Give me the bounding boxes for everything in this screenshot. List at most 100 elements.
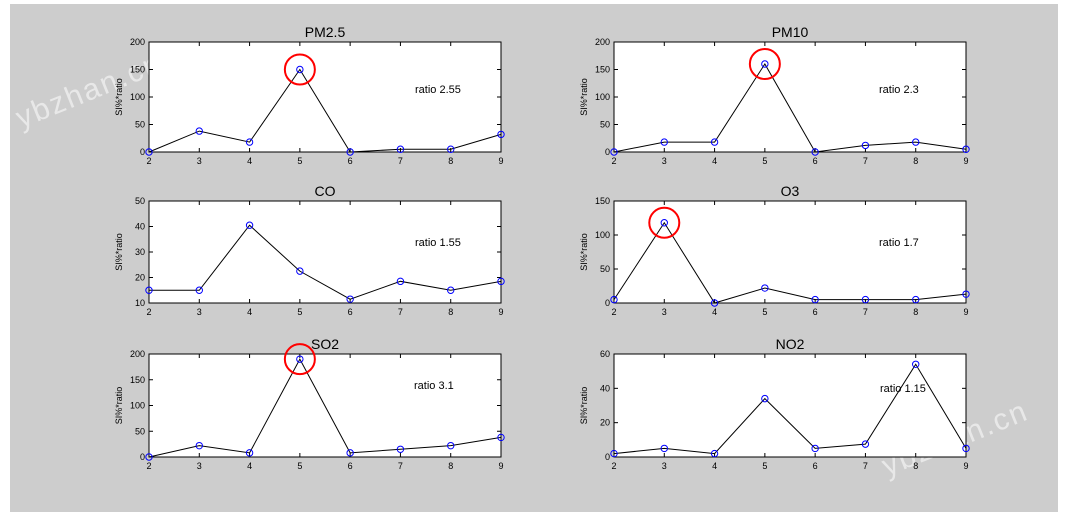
y-tick-label: 150 <box>130 375 145 385</box>
data-point <box>610 295 618 304</box>
data-point <box>962 444 970 453</box>
data-point <box>962 290 970 298</box>
x-tick-label: 7 <box>398 307 403 317</box>
data-point <box>447 286 455 294</box>
y-axis-label: SI%*ratio <box>114 233 124 271</box>
y-tick-label: 0 <box>605 147 610 157</box>
y-tick-label: 100 <box>130 92 145 102</box>
y-tick-label: 150 <box>595 196 610 206</box>
y-tick-label: 50 <box>600 264 610 274</box>
data-point <box>761 60 769 68</box>
x-tick-label: 8 <box>448 307 453 317</box>
data-point <box>245 221 254 229</box>
y-tick-label: 50 <box>135 120 145 130</box>
x-tick-label: 2 <box>611 156 616 166</box>
y-axis-label: SI%*ratio <box>579 233 589 271</box>
subplot-no2: NO2 SI%*ratio 0 20 40 60 2 3 4 5 6 7 8 9 ratio 1.15 <box>579 336 970 471</box>
figure-canvas: ybzhan.cn ybzhan.cn PM2.5SI%*ratio050100… <box>10 4 1058 512</box>
peak-highlight-circle <box>648 206 681 239</box>
ratio-annotation: ratio 2.55 <box>415 84 461 96</box>
x-tick-label: 6 <box>813 156 818 166</box>
y-axis-label: SI%*ratio <box>114 78 124 116</box>
x-tick-label: 5 <box>297 156 302 166</box>
x-tick-label: 4 <box>247 307 252 317</box>
data-point <box>145 148 153 156</box>
y-tick-label: 50 <box>135 426 145 436</box>
x-tick-label: 2 <box>146 461 151 471</box>
x-tick-label: 4 <box>712 461 717 471</box>
x-tick-label: 4 <box>712 307 717 317</box>
data-point <box>761 284 769 292</box>
data-point <box>195 286 203 294</box>
y-tick-label: 40 <box>600 383 610 393</box>
x-tick-label: 5 <box>762 156 767 166</box>
y-tick-label: 150 <box>595 65 610 75</box>
y-tick-label: 100 <box>595 230 610 240</box>
data-point <box>296 355 304 363</box>
data-point <box>396 445 405 453</box>
x-tick-label: 6 <box>813 307 818 317</box>
x-tick-label: 3 <box>662 461 667 471</box>
x-tick-label: 3 <box>662 307 667 317</box>
x-tick-label: 2 <box>611 307 616 317</box>
subplot-title: CO <box>315 183 336 199</box>
data-point <box>497 433 505 442</box>
data-point <box>346 295 354 303</box>
data-point <box>145 286 153 294</box>
data-point <box>195 127 203 135</box>
data-point <box>912 295 920 304</box>
y-tick-label: 200 <box>130 37 145 47</box>
data-point <box>660 219 668 227</box>
subplot-title: PM10 <box>772 24 809 40</box>
x-tick-label: 3 <box>197 461 202 471</box>
x-tick-label: 4 <box>247 156 252 166</box>
x-tick-label: 9 <box>498 461 503 471</box>
subplot-title: SO2 <box>311 336 339 352</box>
subplot-o3: O3 SI%*ratio 0 50 100 150 2 3 4 5 6 7 8 9 ratio 1.7 <box>579 183 970 317</box>
x-tick-label: 3 <box>197 307 202 317</box>
subplot-pm10: PM10 SI%*ratio 0 50 100 150 200 2 3 4 5 6 7 8 9 ratio 2… <box>579 24 970 166</box>
series-line <box>613 63 967 153</box>
axes-box <box>148 200 502 304</box>
y-tick-label: 0 <box>605 298 610 308</box>
ratio-annotation: ratio 3.1 <box>414 380 454 392</box>
x-tick-label: 7 <box>398 156 403 166</box>
y-tick-label: 200 <box>595 37 610 47</box>
y-tick-label: 100 <box>130 401 145 411</box>
x-tick-label: 3 <box>197 156 202 166</box>
axes-box <box>613 353 967 458</box>
data-point <box>610 148 618 156</box>
subplot-co: CO SI%*ratio 10 20 30 40 50 2 3 4 5 6 7 8 9 ratio 1.55 <box>114 183 505 317</box>
data-point <box>962 145 970 153</box>
x-tick-label: 8 <box>448 156 453 166</box>
y-tick-label: 50 <box>600 120 610 130</box>
x-tick-label: 6 <box>348 307 353 317</box>
y-tick-label: 60 <box>600 349 610 359</box>
x-tick-label: 8 <box>913 461 918 471</box>
y-tick-label: 50 <box>135 196 145 206</box>
data-point <box>447 441 455 450</box>
peak-highlight-circle <box>283 343 316 376</box>
subplot-so2: SO2 SI%*ratio 0 50 100 150 200 2 3 4 5 6 7 8 9 ratio 3.… <box>114 336 505 471</box>
data-point <box>610 449 618 458</box>
y-tick-label: 20 <box>135 273 145 283</box>
data-point <box>195 441 203 450</box>
data-point <box>710 299 719 307</box>
series-line <box>148 68 502 153</box>
y-tick-label: 0 <box>140 452 145 462</box>
x-tick-label: 7 <box>863 156 868 166</box>
x-tick-label: 9 <box>963 461 968 471</box>
data-point <box>761 394 769 403</box>
x-tick-label: 9 <box>963 156 968 166</box>
x-tick-label: 6 <box>813 461 818 471</box>
data-point <box>145 453 153 461</box>
data-point <box>497 277 505 286</box>
x-tick-label: 9 <box>498 156 503 166</box>
x-tick-label: 7 <box>863 307 868 317</box>
data-point <box>296 267 304 275</box>
y-tick-label: 10 <box>135 298 145 308</box>
x-tick-label: 2 <box>146 156 151 166</box>
data-point <box>811 148 819 156</box>
x-tick-label: 6 <box>348 156 353 166</box>
ratio-annotation: ratio 1.15 <box>880 383 926 395</box>
